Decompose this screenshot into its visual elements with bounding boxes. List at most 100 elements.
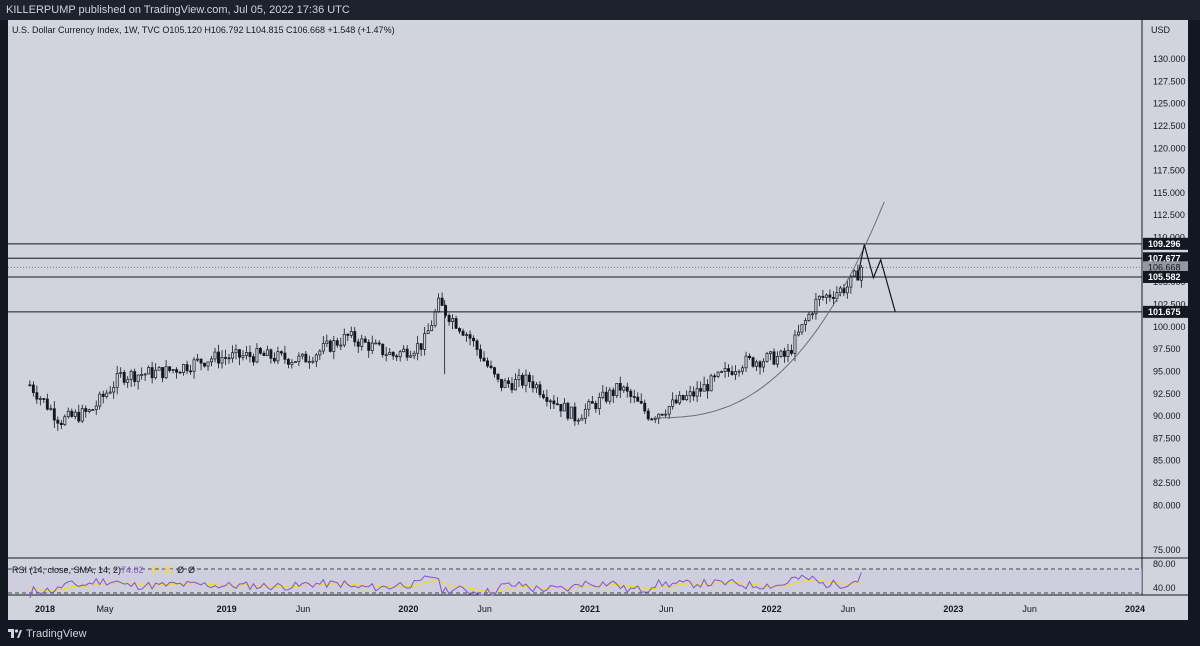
candle-body: [164, 366, 168, 379]
candle-body: [709, 375, 713, 392]
candle-body: [500, 378, 503, 388]
candle-body: [101, 393, 105, 397]
candle-body: [252, 356, 255, 363]
time-tick: 2023: [943, 604, 963, 614]
candle-body: [538, 384, 542, 396]
candle-body: [639, 400, 643, 404]
candle-body: [821, 295, 825, 298]
candle-body: [31, 384, 35, 393]
time-tick: 2022: [762, 604, 782, 614]
candle-body: [419, 343, 423, 350]
footer-bar: TradingView: [0, 622, 1200, 646]
candle-body: [720, 371, 724, 373]
candle-body: [859, 266, 863, 281]
candle-body: [353, 331, 357, 343]
candle-body: [440, 297, 444, 306]
candle-body: [657, 413, 661, 419]
candle-body: [203, 362, 206, 367]
candle-body: [814, 298, 818, 315]
price-label: 106.668: [1148, 262, 1181, 272]
candle-body: [482, 357, 486, 362]
candle-body: [664, 413, 668, 416]
candle-body: [615, 383, 619, 396]
candle-body: [674, 399, 678, 404]
time-tick: 2018: [35, 604, 55, 614]
candle-body: [828, 294, 832, 298]
candle-body: [454, 318, 458, 329]
tradingview-logo[interactable]: TradingView: [8, 628, 87, 640]
candle-body: [559, 404, 563, 412]
candle-body: [632, 396, 636, 398]
candle-body: [629, 390, 633, 397]
candle-body: [314, 354, 318, 362]
candle-body: [395, 355, 399, 358]
candle-body: [346, 333, 350, 336]
candle-body: [105, 392, 109, 397]
candle-body: [433, 311, 437, 326]
parabolic-curve-drawing[interactable]: [653, 201, 885, 419]
price-tick: 110.000: [1153, 233, 1185, 243]
candle-body: [255, 348, 259, 363]
price-tick: 117.500: [1153, 166, 1185, 176]
candle-body: [231, 352, 234, 359]
candle-body: [349, 331, 353, 336]
candle-body: [685, 395, 689, 401]
rsi-sma-value: 67.85: [151, 565, 174, 575]
candle-body: [803, 320, 807, 325]
candle-body: [783, 350, 786, 357]
candle-body: [112, 387, 116, 393]
candle-body: [80, 408, 84, 422]
candle-body: [510, 383, 514, 391]
price-label: 105.582: [1148, 272, 1181, 282]
candle-body: [430, 324, 434, 332]
candle-body: [276, 351, 280, 362]
candle-body: [514, 379, 517, 391]
time-tick: Jun: [477, 604, 492, 614]
candle-body: [318, 350, 322, 356]
candle-body: [660, 413, 664, 416]
candle-body: [755, 361, 758, 367]
candle-body: [468, 334, 472, 339]
candle-body: [517, 374, 521, 380]
candle-body: [475, 340, 479, 350]
candle-body: [702, 384, 706, 392]
price-label: 101.675: [1148, 307, 1181, 317]
candle-body: [765, 353, 769, 362]
candle-body: [437, 297, 441, 313]
candle-body: [793, 334, 797, 354]
candle-body: [224, 357, 227, 359]
candle-body: [391, 351, 395, 357]
chart-svg[interactable]: U.S. Dollar Currency Index, 1W, TVC O105…: [8, 20, 1188, 620]
candle-body: [583, 408, 587, 419]
candle-body: [143, 373, 147, 376]
candle-body: [590, 401, 594, 404]
candle-body: [545, 397, 549, 402]
candle-body: [70, 410, 74, 417]
candle-body: [807, 313, 811, 321]
candle-body: [472, 337, 475, 342]
candle-body: [741, 367, 745, 372]
currency-label: USD: [1151, 25, 1171, 35]
candle-body: [258, 348, 262, 354]
chart-area[interactable]: U.S. Dollar Currency Index, 1W, TVC O105…: [8, 20, 1188, 620]
time-tick: Jun: [659, 604, 674, 614]
rsi-tick-80: 80.00: [1153, 559, 1176, 569]
candle-body: [762, 361, 765, 368]
tradingview-logo-icon: [8, 629, 22, 639]
candle-body: [416, 343, 420, 354]
candle-body: [45, 398, 49, 410]
time-tick: Jun: [296, 604, 311, 614]
candle-body: [147, 367, 151, 375]
projected-path-drawing[interactable]: [858, 244, 896, 312]
candle-body: [423, 333, 427, 350]
candle-body: [356, 341, 360, 347]
price-label-bg: [1143, 237, 1188, 250]
candle-body: [597, 397, 601, 410]
candle-body: [772, 351, 776, 365]
candle-body: [133, 371, 137, 382]
candlestick-series: [28, 264, 863, 431]
candle-body: [328, 340, 332, 352]
candle-body: [73, 411, 77, 417]
candle-body: [845, 286, 849, 294]
